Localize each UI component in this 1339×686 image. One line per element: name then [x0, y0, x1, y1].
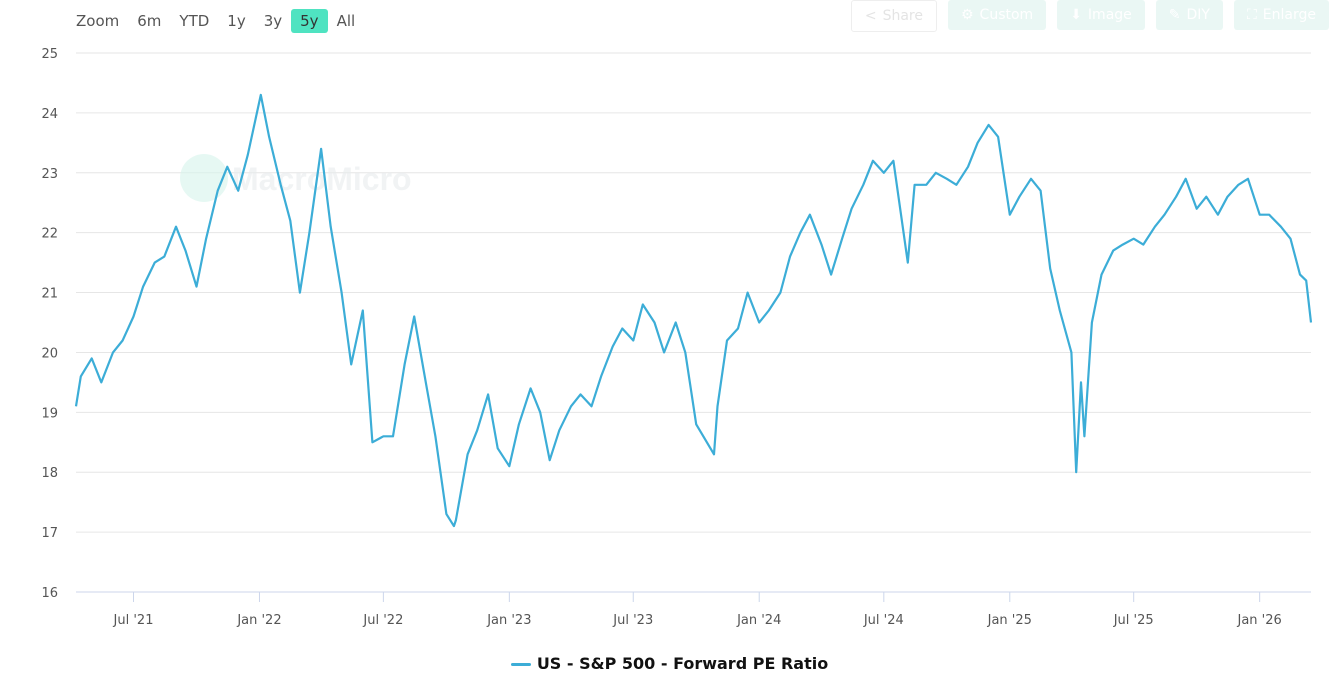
range-1y-button[interactable]: 1y — [227, 12, 246, 30]
y-tick-label: 18 — [41, 466, 58, 481]
range-all-button[interactable]: All — [336, 12, 356, 30]
x-tick-label: Jan '24 — [736, 613, 781, 628]
share-icon: < — [864, 8, 877, 24]
y-tick-label: 20 — [41, 346, 58, 361]
y-tick-label: 24 — [41, 107, 58, 122]
image-label: Image — [1087, 7, 1132, 23]
share-label: Share — [882, 8, 923, 24]
diy-button[interactable]: ✎ DIY — [1155, 0, 1223, 30]
x-tick-label: Jul '25 — [1113, 613, 1154, 628]
y-tick-label: 22 — [41, 227, 58, 242]
svg-text:MacroMicro: MacroMicro — [232, 161, 412, 197]
chart-tools: < Share ⚙ Custom ⬇ Image ✎ DIY ⛶ Enlarge — [850, 0, 1329, 32]
x-tick-label: Jul '21 — [113, 613, 154, 628]
share-button[interactable]: < Share — [850, 0, 937, 32]
series-line — [74, 93, 1313, 528]
x-tick-label: Jul '22 — [362, 613, 403, 628]
range-5y-button[interactable]: 5y — [291, 9, 328, 33]
y-tick-label: 19 — [41, 406, 58, 421]
enlarge-label: Enlarge — [1262, 7, 1316, 23]
x-tick-label: Jul '23 — [612, 613, 653, 628]
enlarge-button[interactable]: ⛶ Enlarge — [1233, 0, 1329, 30]
x-tick-label: Jan '25 — [987, 613, 1032, 628]
legend-swatch — [510, 663, 531, 666]
y-tick-label: 21 — [41, 287, 58, 302]
y-tick-label: 17 — [41, 526, 58, 541]
y-tick-label: 16 — [41, 586, 58, 601]
diy-label: DIY — [1186, 7, 1210, 23]
y-tick-label: 25 — [41, 47, 58, 62]
pencil-icon: ✎ — [1168, 7, 1181, 23]
x-tick-label: Jan '23 — [486, 613, 531, 628]
zoom-label: Zoom — [76, 12, 120, 30]
watermark: MacroMicro — [180, 154, 412, 202]
download-icon: ⬇ — [1070, 7, 1082, 23]
legend[interactable]: US - S&P 500 - Forward PE Ratio — [0, 654, 1339, 673]
range-ytd-button[interactable]: YTD — [179, 12, 210, 30]
x-tick-label: Jul '24 — [863, 613, 904, 628]
range-selector: Zoom 6m YTD 1y 3y 5y All — [76, 9, 364, 33]
custom-label: Custom — [979, 7, 1034, 23]
range-3y-button[interactable]: 3y — [263, 12, 283, 30]
custom-button[interactable]: ⚙ Custom — [947, 0, 1047, 30]
x-tick-label: Jan '26 — [1237, 613, 1282, 628]
range-6m-button[interactable]: 6m — [137, 12, 162, 30]
gear-icon: ⚙ — [960, 7, 974, 23]
expand-icon: ⛶ — [1246, 7, 1257, 23]
x-tick-label: Jan '22 — [236, 613, 281, 628]
legend-label: US - S&P 500 - Forward PE Ratio — [536, 654, 829, 673]
y-tick-label: 23 — [41, 167, 58, 182]
image-button[interactable]: ⬇ Image — [1057, 0, 1145, 30]
